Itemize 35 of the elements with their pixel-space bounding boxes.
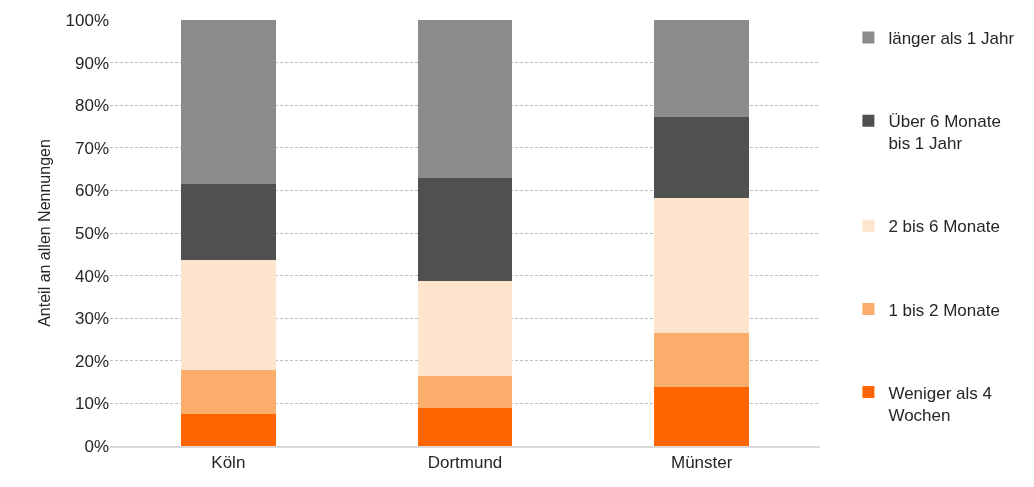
y-tick-label: 20% <box>74 351 109 371</box>
y-tick-label: 60% <box>74 181 109 201</box>
bar <box>654 20 749 117</box>
y-tick-label: 40% <box>74 266 109 286</box>
y-tick-label: 30% <box>74 309 109 329</box>
y-tick-label: 50% <box>74 223 109 243</box>
bar <box>181 259 276 371</box>
x-tick-label: Köln <box>211 453 246 473</box>
y-tick-label: 70% <box>74 138 109 158</box>
legend-label: 1 bis 2 Monate <box>888 300 1000 320</box>
bar <box>417 20 513 179</box>
bar <box>417 408 513 446</box>
legend-label: 2 bis 6 Monate <box>888 217 1000 237</box>
bar <box>654 386 749 446</box>
bar <box>417 376 513 409</box>
bar <box>417 281 513 377</box>
y-tick-label: 80% <box>74 96 109 116</box>
x-tick-label: Münster <box>670 453 733 473</box>
bar <box>654 198 749 334</box>
bar <box>181 413 276 446</box>
bar <box>181 370 276 414</box>
y-tick-label: 90% <box>74 53 109 73</box>
y-tick-label: 100% <box>65 10 109 30</box>
x-tick-label: Dortmund <box>427 453 503 473</box>
legend-label: Weniger als 4 Wochen <box>888 383 993 425</box>
bar <box>654 116 749 199</box>
legend-label: Über 6 Monate bis 1 Jahr <box>888 112 1001 154</box>
legend-label: länger als 1 Jahr <box>888 29 1015 49</box>
y-axis-title: Anteil an allen Nennungen <box>36 139 54 327</box>
bar <box>417 178 513 282</box>
bar <box>181 183 276 260</box>
bar <box>654 333 749 387</box>
y-tick-label: 10% <box>74 394 109 414</box>
bar <box>181 20 276 184</box>
y-tick-label: 0% <box>84 436 109 456</box>
